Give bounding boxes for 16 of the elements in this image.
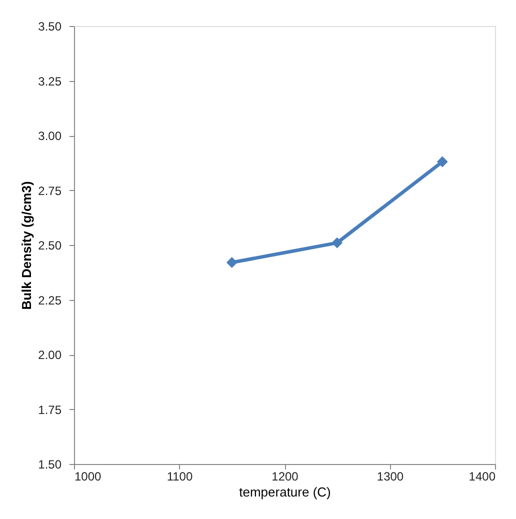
- y-tick-label: 1.75: [38, 402, 62, 417]
- x-axis-title: temperature (C): [239, 484, 331, 500]
- y-tick-label: 2.50: [38, 238, 62, 252]
- x-tick-label: 1400: [468, 470, 496, 484]
- x-tick-label: 1000: [74, 470, 102, 484]
- y-tick-label: 3.00: [38, 129, 62, 143]
- y-tick-label: 3.25: [38, 74, 62, 88]
- y-tick-label: 3.50: [38, 20, 62, 34]
- y-axis-title: Bulk Density (g/cm3): [19, 181, 34, 310]
- y-tick-label: 2.00: [38, 348, 62, 362]
- y-tick-label: 2.75: [38, 184, 62, 198]
- y-tick-label: 2.25: [38, 293, 62, 308]
- x-tick-label: 1100: [166, 470, 193, 484]
- x-tick-label: 1200: [272, 470, 299, 484]
- x-tick-label: 1300: [376, 470, 404, 484]
- y-tick-label: 1.50: [38, 458, 62, 472]
